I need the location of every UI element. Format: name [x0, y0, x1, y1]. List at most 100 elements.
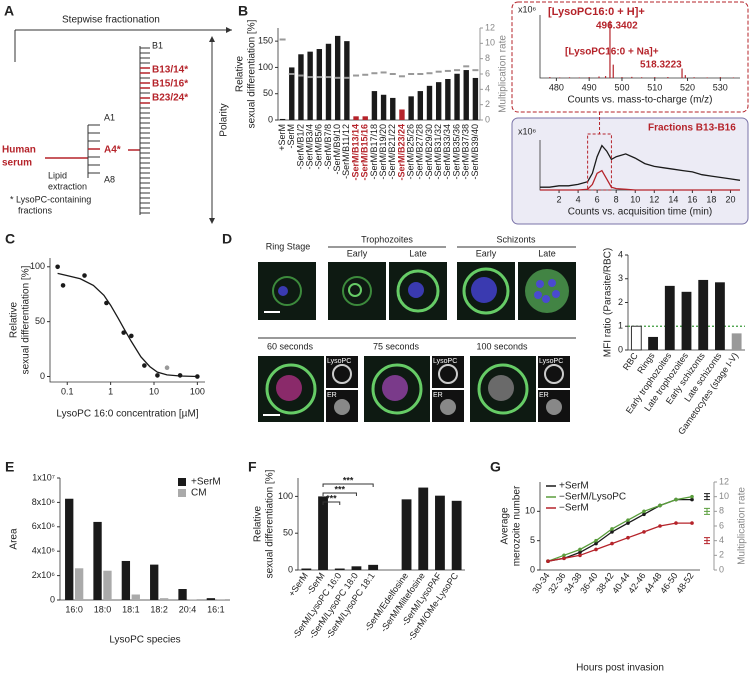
x-tick-label: -SerM — [286, 124, 296, 149]
point — [610, 527, 614, 531]
y-tick-label: 0 — [618, 344, 623, 354]
x-tick-label: 16 — [687, 194, 697, 204]
y2-tick-label: 2 — [719, 550, 724, 560]
y-tick-label: 50 — [263, 88, 273, 98]
y2-tick-label: 0 — [485, 114, 490, 124]
bar — [334, 568, 345, 570]
y-tick-label: 50 — [283, 528, 293, 538]
x-tick-label: 20 — [725, 194, 735, 204]
marker — [444, 69, 451, 72]
point — [594, 538, 598, 543]
y2-tick-label: 12 — [485, 22, 495, 32]
x-tick-label: -SerM/B31/32 — [433, 124, 443, 180]
lc-box — [511, 117, 749, 225]
bar — [121, 560, 131, 600]
point — [578, 553, 582, 558]
panel-letter: B — [238, 3, 248, 19]
bar — [74, 568, 84, 600]
y2-tick-label: 8 — [719, 506, 724, 516]
point — [129, 333, 134, 339]
y2-tick-label: 10 — [719, 491, 729, 501]
arrow-label: Stepwise fractionation — [62, 15, 160, 26]
bar — [451, 500, 462, 570]
annotation: 496.3402 — [596, 21, 638, 32]
y-tick-label: 5 — [530, 535, 535, 545]
bar — [289, 67, 295, 120]
x-tick-label: -SerM/B35/36 — [451, 124, 461, 180]
point — [642, 512, 646, 517]
panel-letter: G — [490, 459, 501, 475]
x-tick-label: +SerM — [286, 571, 310, 599]
marker — [463, 65, 470, 68]
bar — [715, 282, 725, 350]
point — [121, 330, 126, 335]
x-tick-label: 4 — [576, 194, 581, 204]
y-tick-label: 4 — [618, 249, 623, 259]
x-tick-label: 18:0 — [94, 604, 112, 614]
y-tick-label: 3 — [618, 273, 623, 283]
timelapse — [258, 356, 570, 422]
fraction: A1 — [104, 112, 115, 122]
bar — [463, 70, 469, 120]
y-tick-label: 1 — [618, 321, 623, 331]
marker — [343, 76, 350, 79]
stage-label: Late — [409, 248, 427, 258]
point — [690, 494, 694, 499]
y-axis-label: sexual differentiation [%] — [21, 265, 32, 374]
point — [164, 365, 170, 371]
panel-a: A Stepwise fractionation Human serum Lip… — [2, 3, 232, 224]
x-tick-label: -SerM/B33/34 — [442, 124, 452, 180]
x-tick-label: -SerM/B13/14 — [350, 124, 360, 181]
bar — [681, 291, 692, 350]
y-tick-label: 0 — [268, 114, 273, 124]
marker — [389, 73, 396, 75]
bar — [399, 109, 405, 120]
bar — [279, 118, 286, 120]
y-tick-label: 50 — [35, 316, 45, 326]
channel-label: LysoPC — [539, 358, 563, 365]
x-tick-label: 18:1 — [122, 604, 140, 614]
rate-marker — [704, 507, 710, 515]
x-tick-label: -SerM/B5/6 — [314, 124, 324, 170]
y-tick-label: 150 — [258, 36, 273, 46]
x-tick-label: -SerM/B9/10 — [332, 124, 342, 175]
bar — [390, 97, 396, 120]
y-axis-label: sexual differentiation [%] — [265, 469, 276, 578]
x-axis-label: LysoPC 16:0 concentration [µM] — [56, 409, 198, 420]
bar — [418, 487, 429, 570]
y-axis-label: merozoite number — [512, 485, 523, 566]
x-tick-label: +SerM — [277, 124, 287, 151]
y-tick-label: 100 — [278, 491, 293, 501]
stage-label: Early — [476, 248, 497, 258]
legend-label: −SerM — [559, 503, 589, 514]
point — [626, 518, 630, 522]
marker — [334, 76, 341, 79]
x-tick-label: 480 — [549, 82, 564, 92]
marker — [279, 38, 286, 41]
marker — [435, 70, 442, 73]
x-tick-label: 14 — [668, 194, 678, 204]
point — [626, 535, 630, 540]
legend-label: +SerM — [191, 477, 221, 488]
marker — [454, 69, 461, 72]
x-tick-label: 100 — [190, 386, 205, 396]
y-tick-label: 4x10⁶ — [32, 546, 56, 556]
y2-tick-label: 2 — [485, 99, 490, 109]
point — [610, 530, 614, 534]
b-ladder — [139, 46, 150, 215]
y-tick-label: 10 — [525, 506, 535, 516]
point — [642, 530, 646, 534]
point — [594, 547, 598, 552]
point — [674, 497, 678, 502]
x-tick-label: -SerM/B15/16 — [360, 124, 370, 181]
annotation: [LysoPC16:0 + Na]+ — [565, 47, 659, 58]
bar — [371, 91, 378, 120]
bar — [664, 285, 675, 350]
x-axis-label: Counts vs. acquisition time (min) — [568, 207, 713, 218]
y-axis-label: Relative — [253, 506, 264, 543]
y-tick-label: 8x10⁶ — [32, 497, 56, 507]
panel-letter: F — [248, 459, 257, 475]
channel-label: LysoPC — [327, 358, 351, 365]
line — [540, 144, 741, 188]
bar — [445, 78, 451, 120]
